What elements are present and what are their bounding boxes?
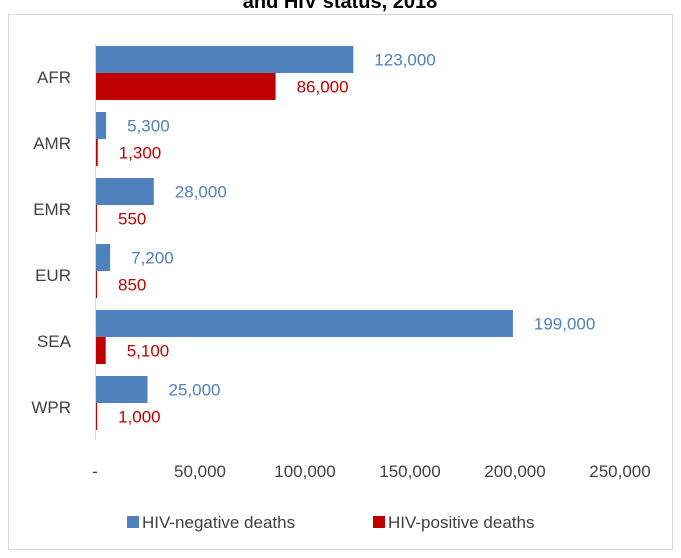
legend-label-hiv-negative: HIV-negative deaths [142,513,295,532]
legend-swatch-hiv-positive [373,516,385,528]
legend: HIV-negative deaths HIV-positive deaths [127,513,534,532]
bars-layer [95,46,513,430]
data-label-sea-hiv-negative: 199,000 [534,315,595,334]
chart-frame [8,14,673,550]
bar-amr-hiv-positive [95,139,98,166]
data-label-amr-hiv-positive: 1,300 [119,144,162,163]
data-label-wpr-hiv-positive: 1,000 [118,408,161,427]
data-label-afr-hiv-negative: 123,000 [374,51,435,70]
bar-wpr-hiv-negative [95,376,148,403]
bar-emr-hiv-negative [95,178,154,205]
chart-title: and HIV status, 2018 [243,0,438,13]
data-label-eur-hiv-positive: 850 [118,276,146,295]
data-label-emr-hiv-negative: 28,000 [175,183,227,202]
category-label-sea: SEA [37,332,72,351]
x-tick-label: 100,000 [274,462,335,481]
data-label-wpr-hiv-negative: 25,000 [169,381,221,400]
x-tick-label: 150,000 [379,462,440,481]
legend-label-hiv-positive: HIV-positive deaths [388,513,534,532]
x-tick-label: - [92,462,98,481]
category-label-amr: AMR [33,134,71,153]
bar-eur-hiv-negative [95,244,111,271]
bar-wpr-hiv-positive [95,403,98,430]
data-label-eur-hiv-negative: 7,200 [131,249,174,268]
bar-afr-hiv-negative [95,46,354,73]
category-label-wpr: WPR [31,398,71,417]
data-label-emr-hiv-positive: 550 [118,210,146,229]
bar-amr-hiv-negative [95,112,107,139]
x-tick-label: 50,000 [174,462,226,481]
x-tick-label: 250,000 [589,462,650,481]
bar-sea-hiv-positive [95,337,106,364]
data-label-amr-hiv-negative: 5,300 [127,117,170,136]
bar-afr-hiv-positive [95,73,276,100]
category-label-eur: EUR [35,266,71,285]
bar-sea-hiv-negative [95,310,513,337]
category-label-afr: AFR [37,68,71,87]
data-label-sea-hiv-positive: 5,100 [127,342,170,361]
data-label-afr-hiv-positive: 86,000 [297,78,349,97]
category-label-emr: EMR [33,200,71,219]
labels-layer: AFR 123,000 86,000 AMR 5,300 1,300 EMR 28,000 55… [31,51,650,482]
legend-swatch-hiv-negative [127,516,139,528]
x-tick-label: 200,000 [484,462,545,481]
